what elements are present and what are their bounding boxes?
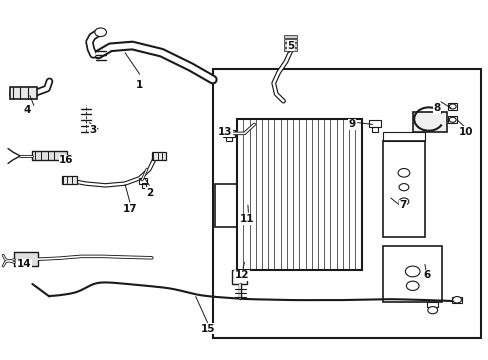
Bar (447, 116, 456, 123)
Bar (61, 176, 77, 184)
Bar (222, 130, 234, 137)
Bar (152, 152, 166, 160)
Bar (383, 246, 441, 302)
Text: 7: 7 (399, 200, 406, 210)
Bar (412, 112, 446, 132)
Bar (215, 184, 237, 226)
Bar (447, 103, 456, 110)
Text: 3: 3 (89, 125, 97, 135)
Text: 10: 10 (458, 127, 473, 136)
Bar (225, 136, 231, 141)
Circle shape (95, 28, 106, 37)
Bar (427, 302, 437, 307)
Bar (212, 69, 480, 338)
Bar (368, 121, 380, 127)
Text: 12: 12 (234, 270, 249, 280)
Bar (451, 297, 462, 303)
Circle shape (398, 184, 408, 191)
Text: 1: 1 (136, 80, 143, 90)
Bar (284, 35, 297, 38)
Circle shape (398, 198, 408, 205)
Text: 14: 14 (17, 259, 31, 269)
Circle shape (397, 168, 409, 177)
Bar (284, 43, 297, 46)
Bar (237, 119, 361, 270)
Bar (284, 48, 297, 51)
Circle shape (406, 281, 418, 291)
Text: 13: 13 (217, 127, 232, 136)
Bar (284, 39, 297, 42)
Bar (383, 140, 424, 237)
Text: 16: 16 (59, 155, 74, 165)
Circle shape (452, 297, 461, 303)
Circle shape (448, 117, 455, 122)
Text: 15: 15 (200, 324, 215, 334)
Text: 8: 8 (432, 103, 440, 113)
Text: 6: 6 (423, 270, 430, 280)
Text: 17: 17 (122, 204, 137, 214)
Circle shape (448, 104, 455, 109)
Bar (383, 132, 424, 140)
Bar (139, 178, 147, 184)
Text: 2: 2 (145, 188, 153, 198)
Circle shape (405, 266, 419, 277)
Text: 9: 9 (347, 120, 355, 129)
Bar (10, 87, 37, 99)
Text: 11: 11 (239, 215, 254, 224)
Bar (32, 151, 66, 160)
Bar (232, 270, 246, 284)
Bar (371, 127, 377, 132)
Circle shape (427, 307, 437, 314)
Bar (142, 183, 146, 188)
Bar (14, 252, 38, 266)
Text: 5: 5 (286, 41, 294, 50)
Text: 4: 4 (24, 105, 31, 115)
